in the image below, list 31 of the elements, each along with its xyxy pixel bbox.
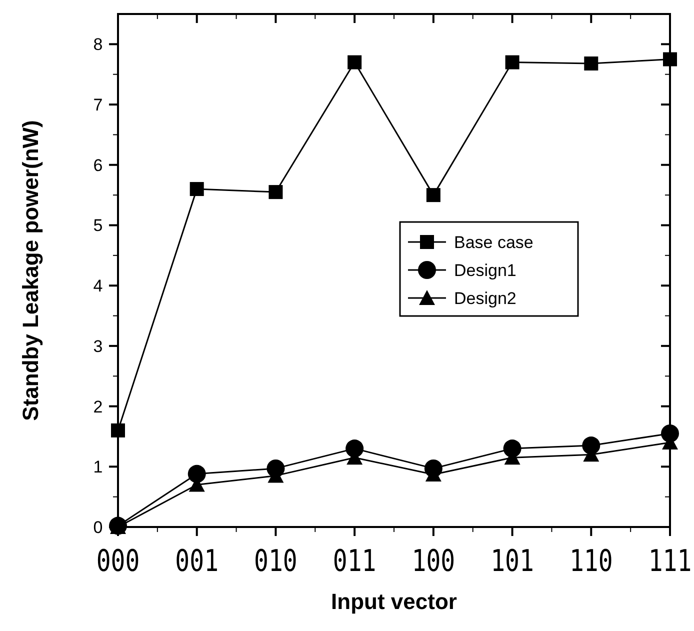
y-tick-label: 6	[93, 156, 103, 175]
point	[348, 55, 362, 70]
y-tick-label: 2	[93, 397, 103, 416]
x-tick-label: 111	[648, 544, 692, 579]
y-tick-label: 4	[93, 276, 103, 296]
point	[268, 185, 283, 200]
x-tick-label: 011	[332, 544, 376, 579]
y-tick-label: 5	[93, 216, 103, 236]
x-tick-label: 101	[490, 544, 534, 579]
y-tick-label: 7	[93, 96, 103, 115]
legend-label: Design1	[454, 261, 516, 280]
point	[584, 56, 598, 70]
point	[111, 423, 125, 438]
x-tick-label: 110	[569, 544, 613, 579]
x-axis-title: Input vector	[331, 589, 458, 614]
point	[426, 188, 440, 202]
point	[663, 52, 677, 66]
point	[190, 182, 204, 196]
x-tick-label: 001	[175, 544, 219, 579]
y-tick-label: 8	[93, 35, 103, 54]
point	[505, 55, 520, 70]
x-tick-label: 000	[96, 544, 140, 579]
legend-label: Design2	[454, 289, 516, 308]
x-tick-label: 100	[412, 544, 456, 579]
legend-label: Base case	[454, 233, 534, 252]
point	[188, 464, 206, 483]
y-tick-label: 3	[93, 336, 103, 356]
y-axis-title: Standby Leakage power(nW)	[18, 120, 43, 421]
y-tick-label: 1	[93, 458, 103, 477]
x-tick-label: 010	[254, 544, 298, 579]
y-tick-label: 0	[93, 518, 103, 537]
